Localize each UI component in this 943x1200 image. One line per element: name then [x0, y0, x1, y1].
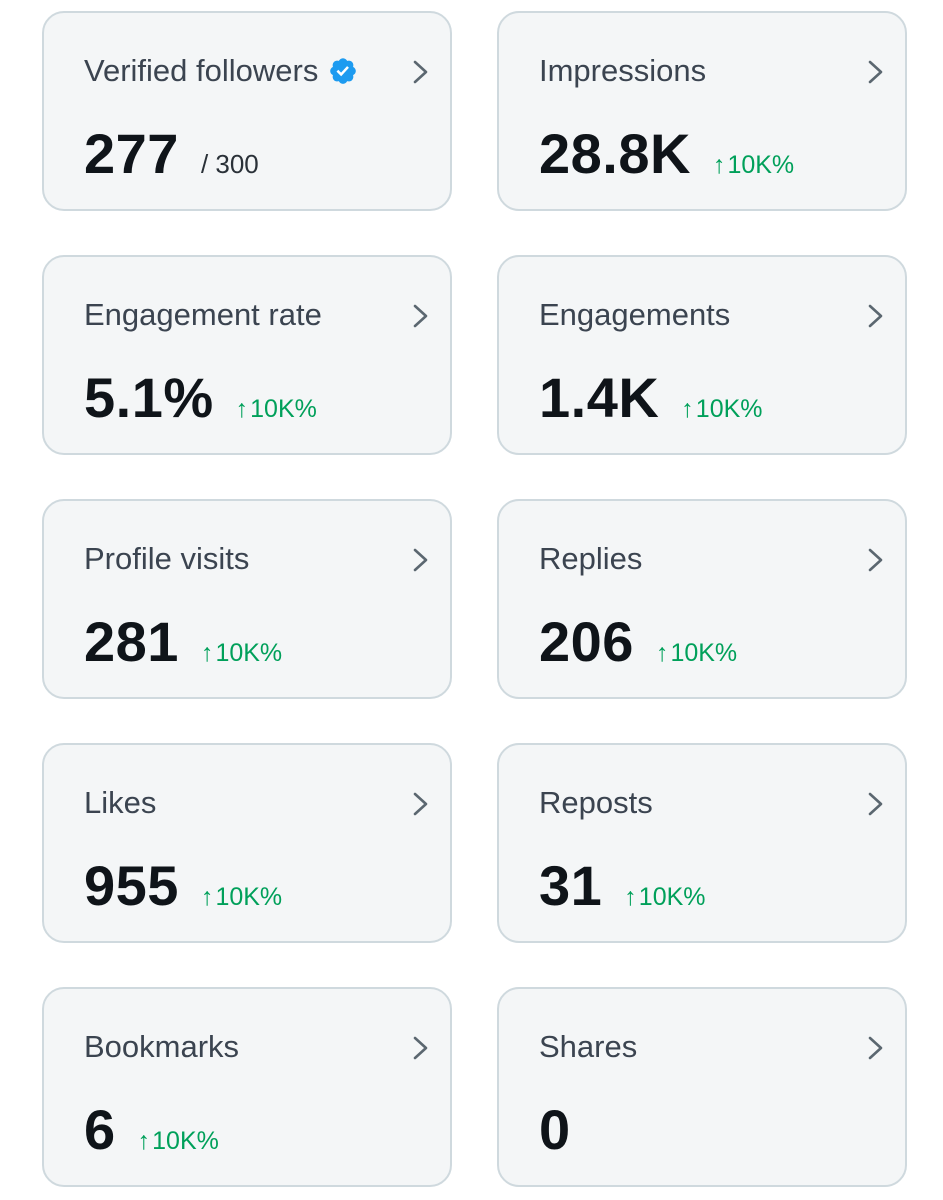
- verified-badge-icon: [330, 58, 357, 84]
- metric-value: 0: [539, 1098, 571, 1161]
- metric-card-profile-visits[interactable]: Profile visits 281 ↑ 10K%: [42, 499, 452, 699]
- arrow-up-icon: ↑: [655, 639, 669, 667]
- metric-card-replies[interactable]: Replies 206 ↑ 10K%: [497, 499, 907, 699]
- metric-card-shares[interactable]: Shares 0: [497, 987, 907, 1187]
- arrow-up-icon: ↑: [624, 883, 637, 911]
- arrow-up-icon: ↑: [200, 883, 214, 911]
- chevron-right-icon[interactable]: [410, 547, 432, 573]
- metric-title: Engagement rate: [84, 297, 322, 332]
- metric-title: Profile visits: [84, 541, 250, 576]
- metric-title: Shares: [539, 1029, 638, 1064]
- metric-value: 6: [84, 1098, 116, 1161]
- chevron-right-icon[interactable]: [865, 791, 887, 817]
- metric-delta-value: 10K%: [215, 883, 283, 911]
- metric-value: 28.8K: [539, 122, 691, 185]
- metric-delta: ↑ 10K%: [236, 395, 317, 424]
- metric-delta-value: 10K%: [727, 151, 795, 179]
- metric-delta-value: 10K%: [215, 639, 283, 667]
- metric-delta: ↑ 10K%: [713, 151, 794, 180]
- chevron-right-icon[interactable]: [410, 303, 432, 329]
- metric-title: Bookmarks: [84, 1029, 240, 1064]
- metric-card-impressions[interactable]: Impressions 28.8K ↑ 10K%: [497, 11, 907, 211]
- metric-title: Reposts: [539, 785, 653, 820]
- metric-title: Likes: [84, 785, 157, 820]
- metric-value: 5.1%: [84, 366, 214, 429]
- arrow-up-icon: ↑: [200, 639, 214, 667]
- metric-value: 277: [84, 122, 179, 185]
- chevron-right-icon[interactable]: [865, 59, 887, 85]
- metric-title: Engagements: [539, 297, 731, 332]
- arrow-up-icon: ↑: [681, 395, 694, 423]
- chevron-right-icon[interactable]: [865, 303, 887, 329]
- metric-delta-value: 10K%: [250, 395, 317, 423]
- chevron-right-icon[interactable]: [410, 1035, 432, 1061]
- chevron-right-icon[interactable]: [410, 791, 432, 817]
- metric-value: 1.4K: [539, 366, 660, 429]
- chevron-right-icon[interactable]: [865, 547, 887, 573]
- arrow-up-icon: ↑: [137, 1127, 151, 1155]
- arrow-up-icon: ↑: [235, 395, 249, 423]
- metric-card-engagements[interactable]: Engagements 1.4K ↑ 10K%: [497, 255, 907, 455]
- metric-value: 281: [84, 610, 179, 673]
- metric-value: 31: [539, 854, 603, 917]
- metric-title: Impressions: [539, 53, 707, 88]
- chevron-right-icon[interactable]: [865, 1035, 887, 1061]
- chevron-right-icon[interactable]: [410, 59, 432, 85]
- metric-sub-total: / 300: [200, 149, 259, 179]
- metric-delta-value: 10K%: [638, 883, 706, 911]
- metric-title: Replies: [539, 541, 643, 576]
- metric-delta: ↑ 10K%: [201, 639, 282, 668]
- metric-delta: ↑ 10K%: [201, 883, 282, 912]
- metric-delta: ↑ 10K%: [624, 883, 705, 912]
- metric-card-reposts[interactable]: Reposts 31 ↑ 10K%: [497, 743, 907, 943]
- metric-delta: ↑ 10K%: [656, 639, 737, 668]
- metric-card-likes[interactable]: Likes 955 ↑ 10K%: [42, 743, 452, 943]
- metric-value: 206: [539, 610, 634, 673]
- metric-title: Verified followers: [84, 53, 319, 88]
- metric-delta-value: 10K%: [152, 1127, 219, 1155]
- metric-delta: ↑ 10K%: [681, 395, 762, 424]
- metric-value: 955: [84, 854, 179, 917]
- metric-card-verified-followers[interactable]: Verified followers 277 / 300: [42, 11, 452, 211]
- metric-delta: ↑ 10K%: [138, 1127, 219, 1156]
- metric-delta-value: 10K%: [670, 639, 738, 667]
- metric-card-engagement-rate[interactable]: Engagement rate 5.1% ↑ 10K%: [42, 255, 452, 455]
- metric-delta-value: 10K%: [695, 395, 763, 423]
- arrow-up-icon: ↑: [712, 151, 726, 179]
- metric-card-bookmarks[interactable]: Bookmarks 6 ↑ 10K%: [42, 987, 452, 1187]
